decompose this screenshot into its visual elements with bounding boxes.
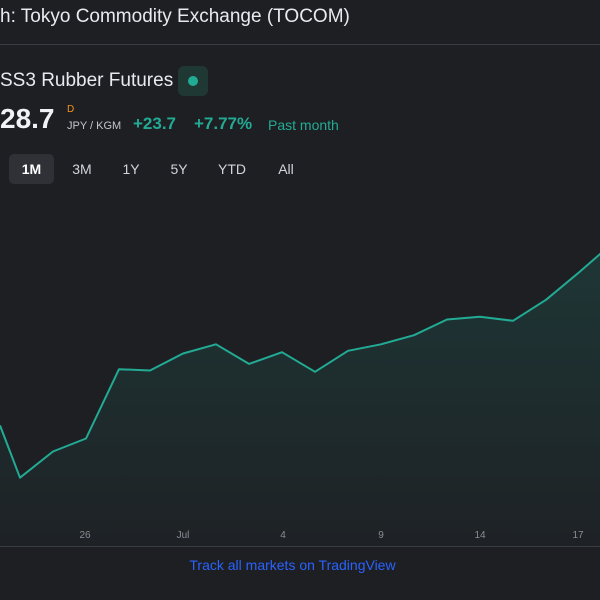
range-3m-button[interactable]: 3M bbox=[72, 161, 92, 177]
price-point-17[interactable] bbox=[544, 298, 548, 302]
x-tick-label: 9 bbox=[378, 530, 384, 541]
range-5y-button[interactable]: 5Y bbox=[170, 161, 188, 177]
price-point-12[interactable] bbox=[379, 342, 383, 346]
symbol-name[interactable]: SS3 Rubber Futures bbox=[0, 70, 174, 91]
price-point-7[interactable] bbox=[214, 342, 218, 346]
last-price: 28.7 bbox=[0, 103, 55, 134]
tradingview-link[interactable]: Track all markets on TradingView bbox=[189, 557, 396, 573]
price-point-2[interactable] bbox=[51, 450, 55, 454]
price-unit: JPY / KGM bbox=[67, 120, 122, 132]
price-point-11[interactable] bbox=[346, 349, 350, 353]
change-percent: +7.77% bbox=[194, 114, 253, 133]
price-line bbox=[0, 252, 600, 479]
range-ytd-button[interactable]: YTD bbox=[218, 161, 246, 177]
market-open-dot-icon bbox=[188, 76, 198, 86]
price-point-0[interactable] bbox=[0, 423, 2, 427]
change-period: Past month bbox=[268, 117, 339, 133]
price-point-15[interactable] bbox=[478, 315, 482, 319]
price-point-4[interactable] bbox=[117, 367, 121, 371]
exchange-title: h: Tokyo Commodity Exchange (TOCOM) bbox=[0, 6, 350, 27]
range-1y-button[interactable]: 1Y bbox=[122, 161, 140, 177]
price-point-6[interactable] bbox=[181, 351, 185, 355]
x-tick-label: 4 bbox=[280, 530, 286, 541]
x-tick-label: 26 bbox=[79, 530, 91, 541]
footer-divider bbox=[0, 546, 600, 547]
price-chart[interactable]: 26 Jul 4 9 14 17 bbox=[0, 190, 600, 546]
price-point-10[interactable] bbox=[313, 370, 317, 374]
change-absolute: +23.7 bbox=[133, 114, 177, 133]
price-point-1[interactable] bbox=[18, 476, 22, 480]
market-status-badge[interactable] bbox=[178, 66, 208, 96]
header-bar: h: Tokyo Commodity Exchange (TOCOM) bbox=[0, 0, 600, 45]
delayed-flag: D bbox=[67, 104, 75, 115]
price-area-fill bbox=[0, 254, 600, 546]
price-point-9[interactable] bbox=[280, 350, 284, 354]
price-point-18[interactable] bbox=[577, 270, 581, 274]
x-tick-label: 14 bbox=[474, 530, 486, 541]
price-point-5[interactable] bbox=[148, 368, 152, 372]
x-tick-label: 17 bbox=[572, 530, 584, 541]
range-1m-button[interactable]: 1M bbox=[9, 154, 54, 184]
price-point-8[interactable] bbox=[247, 362, 251, 366]
range-all-button[interactable]: All bbox=[278, 161, 294, 177]
price-point-14[interactable] bbox=[445, 317, 449, 321]
price-point-3[interactable] bbox=[84, 436, 88, 440]
x-tick-label: Jul bbox=[177, 530, 190, 541]
price-point-13[interactable] bbox=[412, 333, 416, 337]
price-point-16[interactable] bbox=[511, 319, 515, 323]
